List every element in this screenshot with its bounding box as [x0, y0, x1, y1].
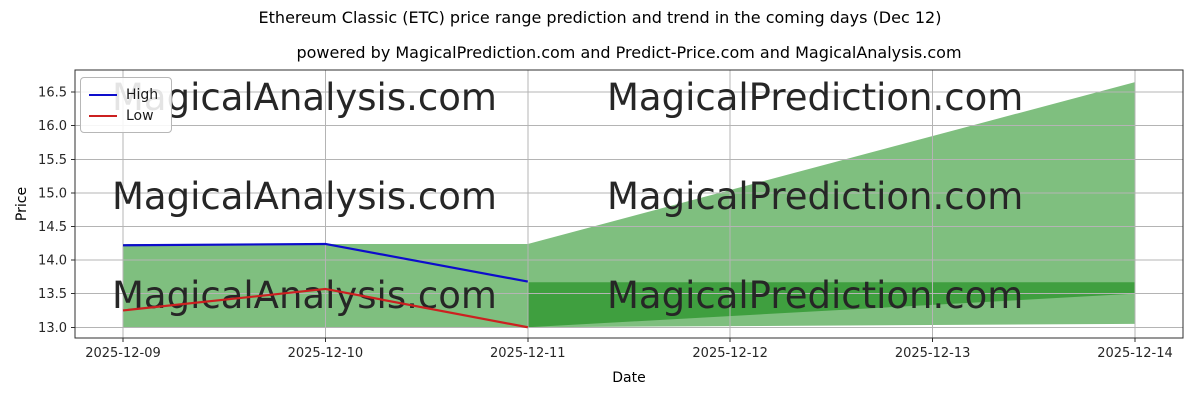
x-tick-label-2025-12-13: 2025-12-13: [895, 346, 971, 361]
y-tick-label-16.5: 16.5: [38, 86, 67, 101]
x-tick-label-2025-12-14: 2025-12-14: [1097, 346, 1173, 361]
y-tick-label-14.5: 14.5: [38, 220, 67, 235]
watermark-text: MagicalAnalysis.com: [112, 175, 497, 218]
watermark-text: MagicalPrediction.com: [607, 76, 1023, 119]
y-tick-label-16: 16.0: [38, 119, 67, 134]
watermark-text: MagicalPrediction.com: [607, 274, 1023, 317]
y-tick-label-15: 15.0: [38, 186, 67, 201]
legend-label-low: Low: [126, 107, 154, 124]
low-line: [122, 287, 529, 329]
high-line-swatch: [89, 93, 117, 96]
chart-subtitle: powered by MagicalPrediction.com and Pre…: [296, 43, 962, 62]
y-axis-label: Price: [14, 186, 30, 222]
watermark-text: MagicalAnalysis.com: [112, 76, 497, 119]
watermark-text: MagicalPrediction.com: [607, 175, 1023, 218]
y-tick-label-13: 13.0: [38, 321, 67, 336]
axes-border: [74, 69, 1184, 339]
x-tick-label-2025-12-11: 2025-12-11: [490, 346, 566, 361]
low-line-swatch: [89, 114, 117, 117]
y-tick-label-14: 14.0: [38, 254, 67, 269]
x-axis-label: Date: [612, 370, 646, 386]
y-tick-label-13.5: 13.5: [38, 287, 67, 302]
x-tick-label-2025-12-12: 2025-12-12: [692, 346, 768, 361]
legend: High Low: [80, 77, 172, 133]
chart-title: Ethereum Classic (ETC) price range predi…: [258, 8, 942, 27]
high-line: [122, 242, 529, 283]
x-tick-label-2025-12-09: 2025-12-09: [85, 346, 161, 361]
legend-entry-low: Low: [89, 105, 163, 126]
forecast-range-fan: [527, 82, 1135, 328]
x-tick-label-2025-12-10: 2025-12-10: [288, 346, 364, 361]
legend-label-high: High: [126, 86, 159, 103]
legend-entry-high: High: [89, 84, 163, 105]
y-tick-label-15.5: 15.5: [38, 153, 67, 168]
